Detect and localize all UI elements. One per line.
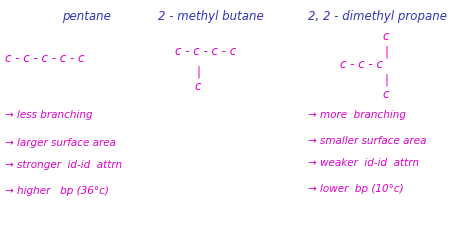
Text: → less branching: → less branching: [5, 110, 92, 120]
Text: → weaker  id-id  attrn: → weaker id-id attrn: [308, 158, 419, 168]
Text: pentane: pentane: [62, 10, 111, 23]
Text: c - c - c - c - c: c - c - c - c - c: [5, 52, 84, 65]
Text: 2, 2 - dimethyl propane: 2, 2 - dimethyl propane: [308, 10, 447, 23]
Text: → more  branching: → more branching: [308, 110, 406, 120]
Text: → stronger  id-id  attrn: → stronger id-id attrn: [5, 160, 122, 170]
Text: 2 - methyl butane: 2 - methyl butane: [158, 10, 264, 23]
Text: c: c: [382, 30, 389, 43]
Text: |: |: [197, 65, 201, 78]
Text: c: c: [194, 80, 201, 93]
Text: c - c - c: c - c - c: [340, 58, 383, 71]
Text: → larger surface area: → larger surface area: [5, 138, 116, 148]
Text: c: c: [382, 88, 389, 101]
Text: → smaller surface area: → smaller surface area: [308, 136, 427, 146]
Text: → higher   bp (36°c): → higher bp (36°c): [5, 186, 109, 196]
Text: c - c - c - c: c - c - c - c: [175, 45, 236, 58]
Text: |: |: [385, 74, 389, 87]
Text: |: |: [385, 46, 389, 59]
Text: → lower  bp (10°c): → lower bp (10°c): [308, 184, 404, 194]
